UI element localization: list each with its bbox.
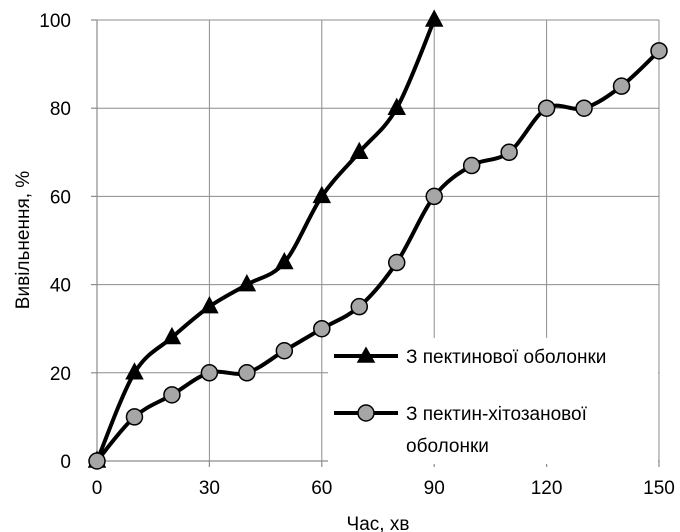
- circle-point: [200, 364, 219, 382]
- circle-point: [612, 77, 631, 95]
- x-tick-label: 90: [424, 478, 445, 499]
- circle-point: [313, 319, 331, 338]
- triangle-point: [200, 296, 219, 314]
- legend-entry-1: З пектинової оболонки: [334, 346, 606, 368]
- y-axis-title: Вивільнення, %: [13, 171, 34, 309]
- legend-background: [328, 338, 658, 464]
- triangle-point: [312, 185, 332, 204]
- legend-label-1: З пектинової оболонки: [406, 347, 606, 368]
- triangle-point: [424, 9, 444, 27]
- legend-triangle-marker: [356, 346, 376, 363]
- triangle-point: [162, 326, 182, 345]
- legend: З пектинової оболонки З пектин-хітозанов…: [328, 338, 658, 464]
- triangle-point: [275, 251, 294, 270]
- circle-point: [425, 187, 443, 206]
- y-tick-label: 20: [50, 364, 71, 385]
- y-tick-label: 60: [50, 187, 71, 208]
- series-line-1: [95, 19, 437, 462]
- circle-point: [88, 452, 106, 470]
- tick-labels: 0 30 60 90 120 150 0 20 40 60 80 100: [39, 11, 675, 499]
- series-line-2: [95, 49, 661, 463]
- circle-point: [163, 386, 181, 404]
- x-tick-label: 120: [531, 478, 563, 499]
- circle-point: [537, 99, 556, 117]
- legend-entry-2: З пектин-хітозанової оболонки: [334, 404, 588, 457]
- legend-circle-marker: [357, 404, 375, 422]
- triangle-point: [125, 362, 144, 380]
- circle-point: [125, 408, 144, 426]
- series-group: [87, 9, 668, 470]
- circle-point: [462, 156, 481, 175]
- x-tick-label: 30: [199, 478, 220, 499]
- legend-label-2-line-1: З пектин-хітозанової: [406, 404, 588, 425]
- y-tick-label: 40: [50, 276, 71, 297]
- circle-point: [275, 342, 294, 360]
- x-tick-label: 60: [311, 478, 332, 499]
- x-axis-title: Час, хв: [347, 514, 410, 532]
- y-tick-label: 0: [60, 452, 71, 473]
- y-tick-label: 100: [39, 11, 71, 32]
- circle-point: [238, 364, 256, 382]
- y-tick-label: 80: [50, 99, 71, 120]
- triangle-point: [350, 141, 369, 160]
- circle-point: [387, 253, 406, 272]
- circle-point: [575, 99, 593, 117]
- circle-point: [500, 143, 518, 162]
- x-tick-label: 150: [643, 478, 675, 499]
- legend-label-2-line-2: оболонки: [406, 436, 489, 457]
- x-tick-label: 0: [92, 478, 103, 499]
- circle-point: [650, 42, 668, 60]
- triangle-point: [237, 274, 257, 292]
- circle-point: [350, 297, 369, 316]
- triangle-point: [387, 97, 406, 115]
